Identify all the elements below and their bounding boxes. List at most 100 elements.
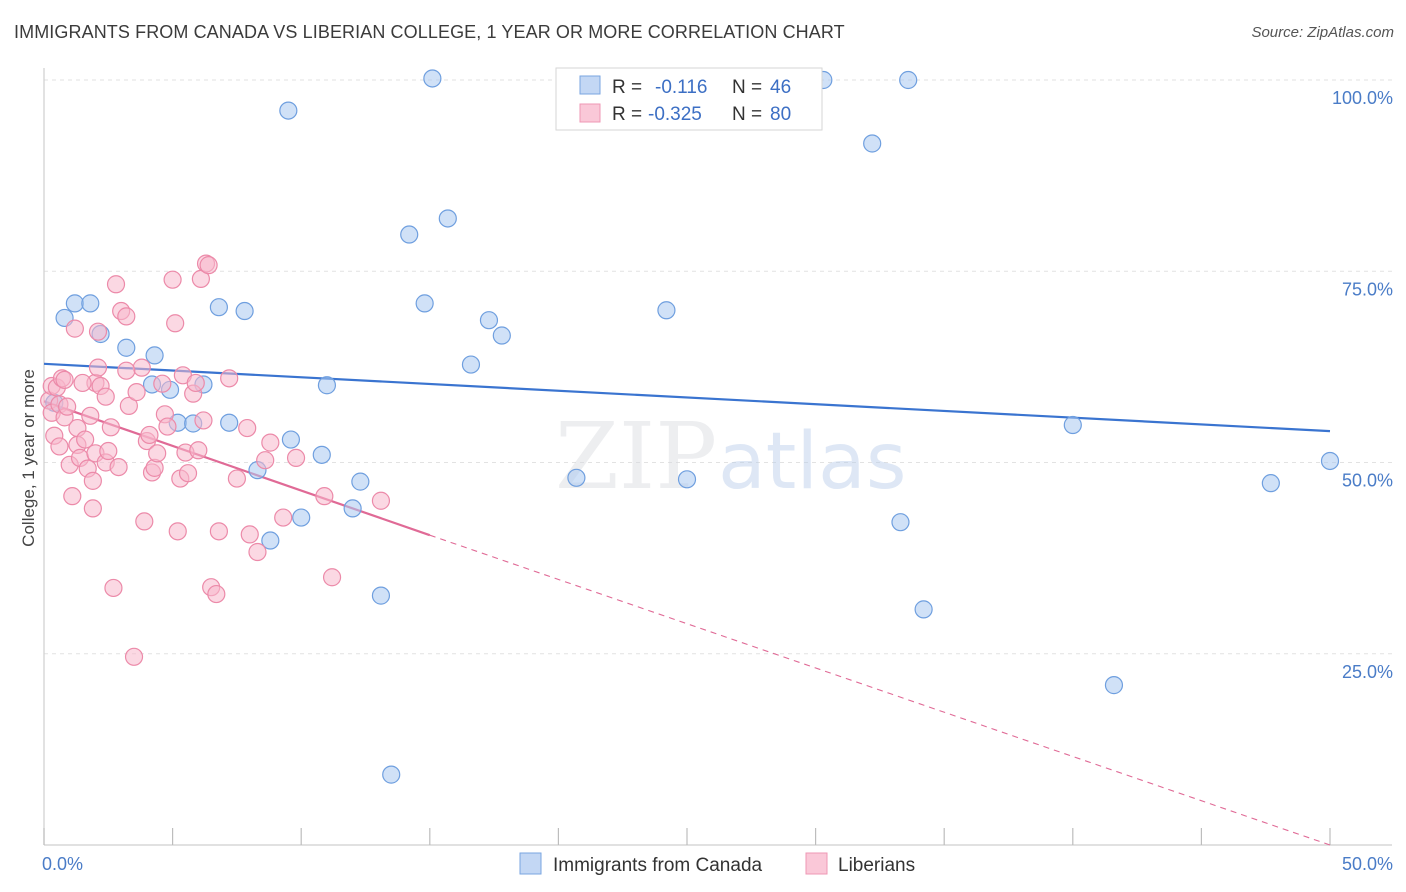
data-point-canada bbox=[657, 301, 676, 320]
data-point-liberians bbox=[81, 406, 100, 425]
stats-n-label-canada: N = bbox=[732, 77, 762, 98]
data-point-liberians bbox=[256, 451, 275, 470]
data-point-canada bbox=[382, 765, 401, 784]
legend-swatch-liberians bbox=[805, 852, 828, 875]
y-tick-label: 50.0% bbox=[1342, 471, 1393, 491]
data-point-canada bbox=[492, 326, 511, 345]
data-point-liberians bbox=[227, 469, 246, 488]
stats-r-value-liberians: -0.325 bbox=[648, 104, 702, 125]
data-point-liberians bbox=[315, 487, 334, 506]
data-point-canada bbox=[1320, 451, 1340, 471]
data-point-canada bbox=[81, 294, 100, 313]
data-point-canada bbox=[914, 600, 933, 619]
data-point-liberians bbox=[104, 578, 123, 598]
stats-n-value-liberians: 80 bbox=[770, 104, 791, 125]
data-point-liberians bbox=[109, 457, 128, 477]
y-tick-label: 75.0% bbox=[1342, 279, 1393, 299]
data-point-liberians bbox=[73, 373, 92, 393]
data-point-liberians bbox=[96, 387, 115, 406]
data-point-canada bbox=[292, 508, 311, 527]
data-point-liberians bbox=[117, 361, 136, 380]
data-point-canada bbox=[1261, 474, 1280, 493]
data-point-liberians bbox=[119, 396, 138, 415]
data-point-canada bbox=[371, 586, 391, 605]
data-point-liberians bbox=[106, 275, 126, 294]
data-point-liberians bbox=[166, 314, 185, 333]
data-point-liberians bbox=[158, 417, 177, 436]
chart-title: IMMIGRANTS FROM CANADA VS LIBERIAN COLLE… bbox=[14, 22, 845, 42]
data-point-liberians bbox=[55, 370, 74, 389]
data-point-liberians bbox=[186, 373, 205, 393]
legend: Immigrants from Canada Liberians bbox=[519, 852, 915, 876]
legend-label-liberians: Liberians bbox=[838, 855, 915, 876]
data-point-canada bbox=[281, 430, 301, 449]
stats-swatch-canada bbox=[579, 75, 601, 95]
data-point-liberians bbox=[135, 512, 154, 531]
watermark-zip: ZIP bbox=[555, 403, 717, 510]
data-point-liberians bbox=[83, 499, 102, 518]
data-point-canada bbox=[117, 338, 136, 357]
trend-line-0 bbox=[43, 362, 1331, 433]
data-point-canada bbox=[400, 225, 419, 244]
watermark: ZIP atlas bbox=[555, 403, 907, 510]
data-point-canada bbox=[261, 531, 280, 550]
data-point-canada bbox=[351, 472, 370, 491]
data-point-liberians bbox=[99, 441, 118, 461]
stats-r-label-canada: R = bbox=[612, 77, 642, 98]
data-point-liberians bbox=[238, 418, 257, 438]
data-point-canada bbox=[415, 294, 434, 313]
data-point-liberians bbox=[286, 448, 306, 468]
data-point-liberians bbox=[163, 270, 182, 289]
stats-n-value-canada: 46 bbox=[770, 77, 791, 98]
stats-n-label-liberians: N = bbox=[732, 104, 762, 125]
data-point-canada bbox=[145, 346, 164, 365]
data-point-liberians bbox=[76, 430, 95, 449]
data-point-canada bbox=[279, 101, 298, 120]
data-point-canada bbox=[65, 294, 84, 313]
stats-r-label-liberians: R = bbox=[612, 104, 642, 125]
data-point-canada bbox=[479, 311, 499, 330]
stats-box: R = -0.116 N = 46 R = -0.325 N = 80 bbox=[555, 67, 823, 131]
data-point-canada bbox=[312, 445, 331, 464]
data-point-liberians bbox=[248, 542, 267, 562]
data-points bbox=[40, 69, 1340, 784]
source-label: Source: ZipAtlas.com bbox=[1251, 24, 1394, 41]
y-tick-label: 100.0% bbox=[1332, 88, 1393, 108]
legend-label-canada: Immigrants from Canada bbox=[553, 855, 763, 876]
data-point-liberians bbox=[371, 491, 391, 510]
data-point-canada bbox=[677, 470, 697, 489]
data-point-liberians bbox=[132, 358, 151, 377]
data-point-liberians bbox=[168, 522, 187, 541]
trend-line-dashed-1 bbox=[429, 534, 1331, 846]
data-point-liberians bbox=[65, 319, 84, 338]
data-point-liberians bbox=[194, 411, 213, 430]
x-tick-label: 50.0% bbox=[1342, 854, 1393, 874]
data-point-canada bbox=[1104, 676, 1124, 695]
data-point-liberians bbox=[63, 487, 82, 506]
data-point-canada bbox=[423, 69, 442, 88]
y-axis-label: College, 1 year or more bbox=[19, 369, 38, 547]
gridlines bbox=[44, 79, 1392, 655]
data-point-liberians bbox=[127, 383, 146, 402]
data-point-canada bbox=[863, 134, 882, 153]
data-point-canada bbox=[891, 513, 910, 532]
data-point-liberians bbox=[178, 464, 198, 483]
data-point-liberians bbox=[50, 437, 69, 456]
data-point-canada bbox=[209, 298, 228, 317]
data-point-canada bbox=[235, 301, 254, 321]
data-point-canada bbox=[461, 355, 481, 374]
data-point-liberians bbox=[261, 433, 280, 452]
watermark-atlas: atlas bbox=[718, 417, 907, 507]
data-point-liberians bbox=[88, 358, 108, 377]
data-point-liberians bbox=[88, 322, 108, 341]
x-tick-label: 0.0% bbox=[42, 854, 83, 874]
data-point-liberians bbox=[83, 471, 102, 490]
data-point-liberians bbox=[148, 444, 167, 463]
data-point-canada bbox=[567, 468, 586, 487]
data-point-canada bbox=[220, 413, 239, 432]
stats-swatch-liberians bbox=[579, 103, 601, 123]
data-point-canada bbox=[899, 70, 918, 90]
legend-swatch-canada bbox=[519, 852, 542, 875]
data-point-liberians bbox=[124, 647, 144, 666]
data-point-liberians bbox=[153, 374, 172, 393]
